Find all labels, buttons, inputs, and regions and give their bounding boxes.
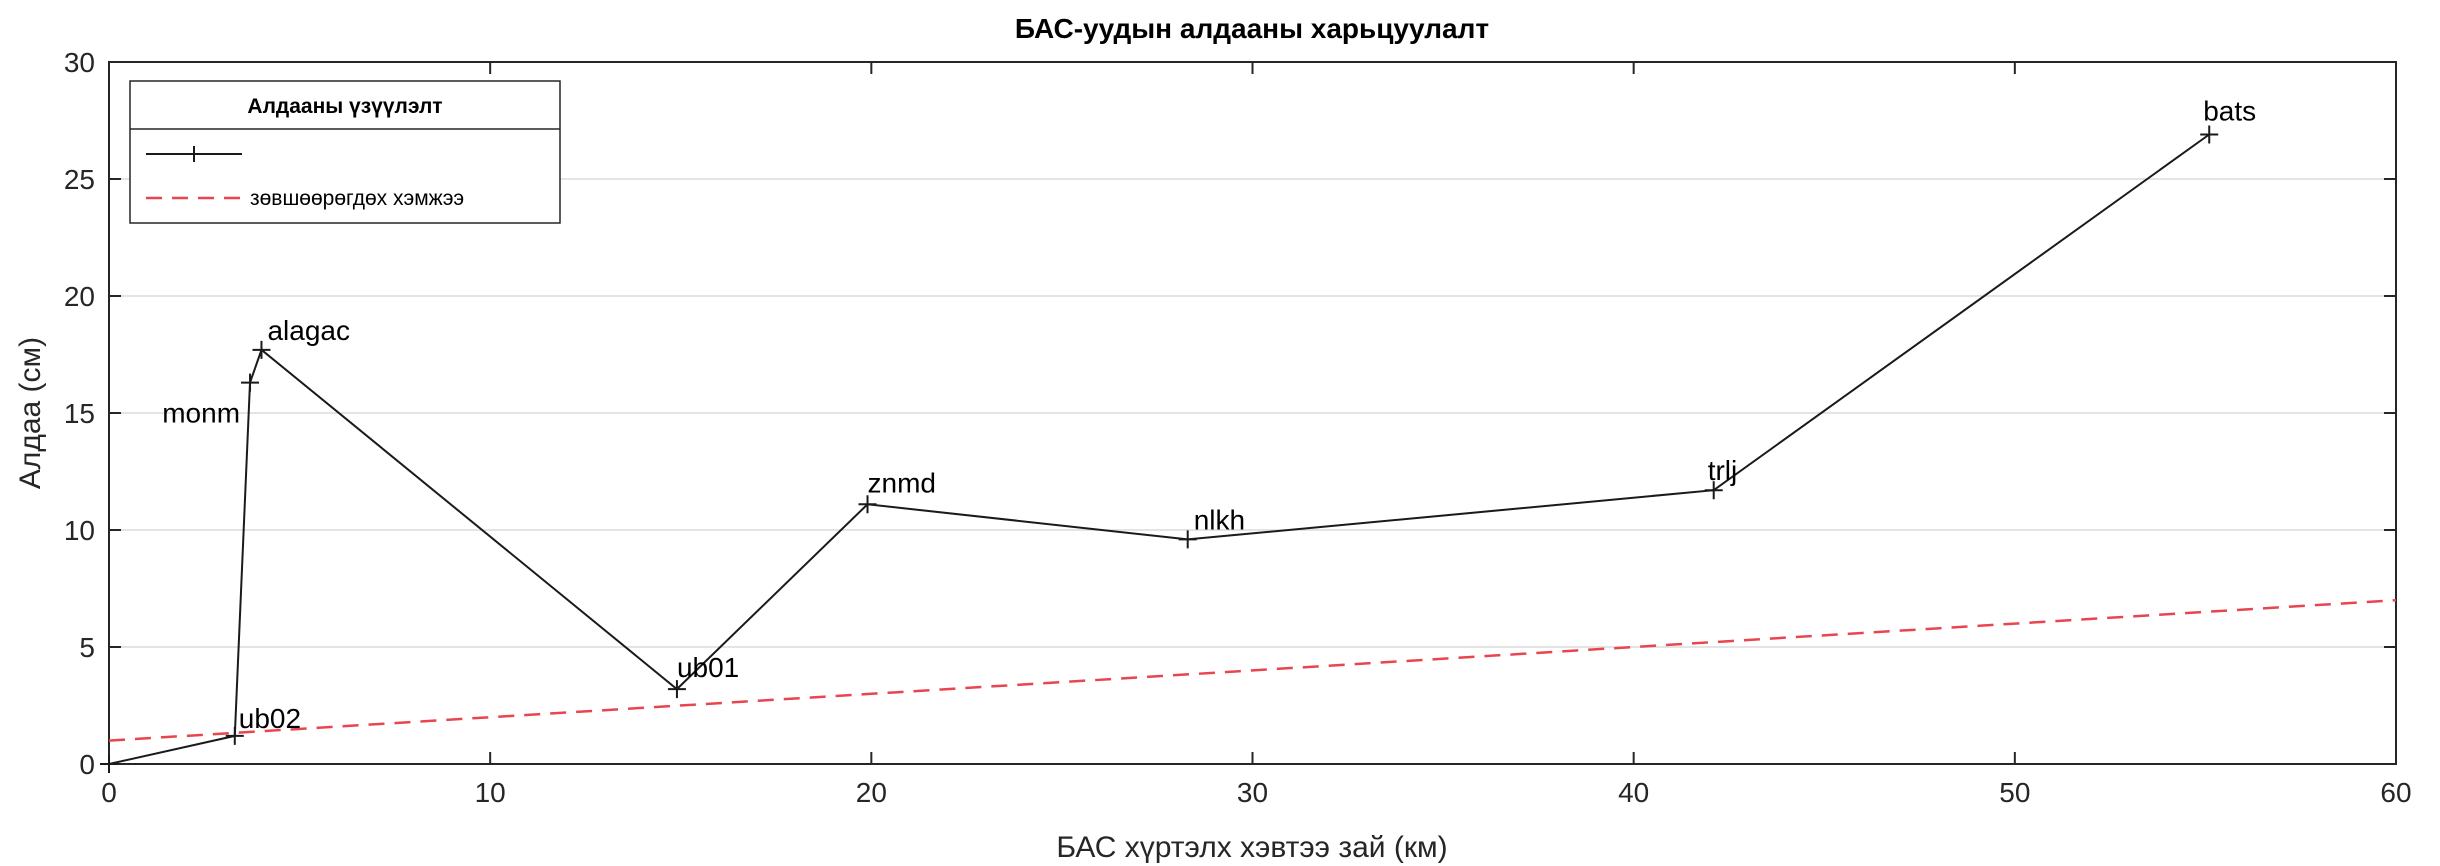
x-tick-label: 20 <box>856 777 887 808</box>
y-axis-label: Алдаа (см) <box>14 337 47 489</box>
chart-title: БАС-уудын алдааны харьцуулалт <box>1015 13 1489 44</box>
data-point-marker <box>225 726 244 745</box>
legend-entry-error-series <box>146 146 242 162</box>
point-labels: ub02 monm alagac ub01 znmd nlkh trlj bats <box>162 96 2256 734</box>
error-series-line <box>108 133 2210 765</box>
point-label-alagac: alagac <box>267 315 350 346</box>
y-tick-label: 15 <box>64 398 95 429</box>
y-tick-label: 30 <box>64 47 95 78</box>
x-tick-label: 60 <box>2380 777 2411 808</box>
y-tick-label: 0 <box>79 749 95 780</box>
series-layer <box>100 125 2397 773</box>
data-point-marker <box>2200 125 2219 144</box>
data-point-marker <box>1704 481 1723 500</box>
y-tick-label: 10 <box>64 515 95 546</box>
point-label-znmd: znmd <box>868 467 936 498</box>
legend-entry-threshold: зөвшөөрөгдөх хэмжээ <box>146 187 464 210</box>
grid-lines <box>109 178 2396 648</box>
legend-title: Алдааны үзүүлэлт <box>247 95 442 118</box>
data-point-marker <box>241 373 260 392</box>
data-point-marker <box>858 495 877 514</box>
x-tick-label: 30 <box>1237 777 1268 808</box>
legend-box <box>129 80 561 224</box>
legend-swatch-plus-marker <box>186 146 202 162</box>
point-label-monm: monm <box>162 398 240 429</box>
legend: Алдааны үзүүлэлт зөвшөөрөгдөх хэмжээ <box>129 80 561 224</box>
x-axis-label: БАС хүртэлх хэвтээ зай (км) <box>1056 831 1447 864</box>
point-label-bats: bats <box>2203 96 2256 127</box>
point-label-nlkh: nlkh <box>1194 504 1245 535</box>
point-label-trlj: trlj <box>1708 455 1738 486</box>
x-tick-label: 50 <box>1999 777 2030 808</box>
axis-ticks: 0 5 10 15 20 25 30 0 10 20 30 40 50 60 <box>64 47 2412 808</box>
point-label-ub02: ub02 <box>239 703 301 734</box>
y-tick-label: 5 <box>79 632 95 663</box>
x-tick-label: 40 <box>1618 777 1649 808</box>
point-label-ub01: ub01 <box>677 652 739 683</box>
x-tick-label: 0 <box>101 777 117 808</box>
data-point-marker <box>667 680 686 699</box>
data-point-marker <box>100 755 118 773</box>
threshold-line <box>108 598 2397 742</box>
x-tick-label: 10 <box>475 777 506 808</box>
data-point-marker <box>252 340 271 359</box>
y-tick-label: 25 <box>64 164 95 195</box>
y-tick-label: 20 <box>64 281 95 312</box>
data-point-marker <box>1178 530 1197 549</box>
legend-label-threshold: зөвшөөрөгдөх хэмжээ <box>250 187 464 210</box>
